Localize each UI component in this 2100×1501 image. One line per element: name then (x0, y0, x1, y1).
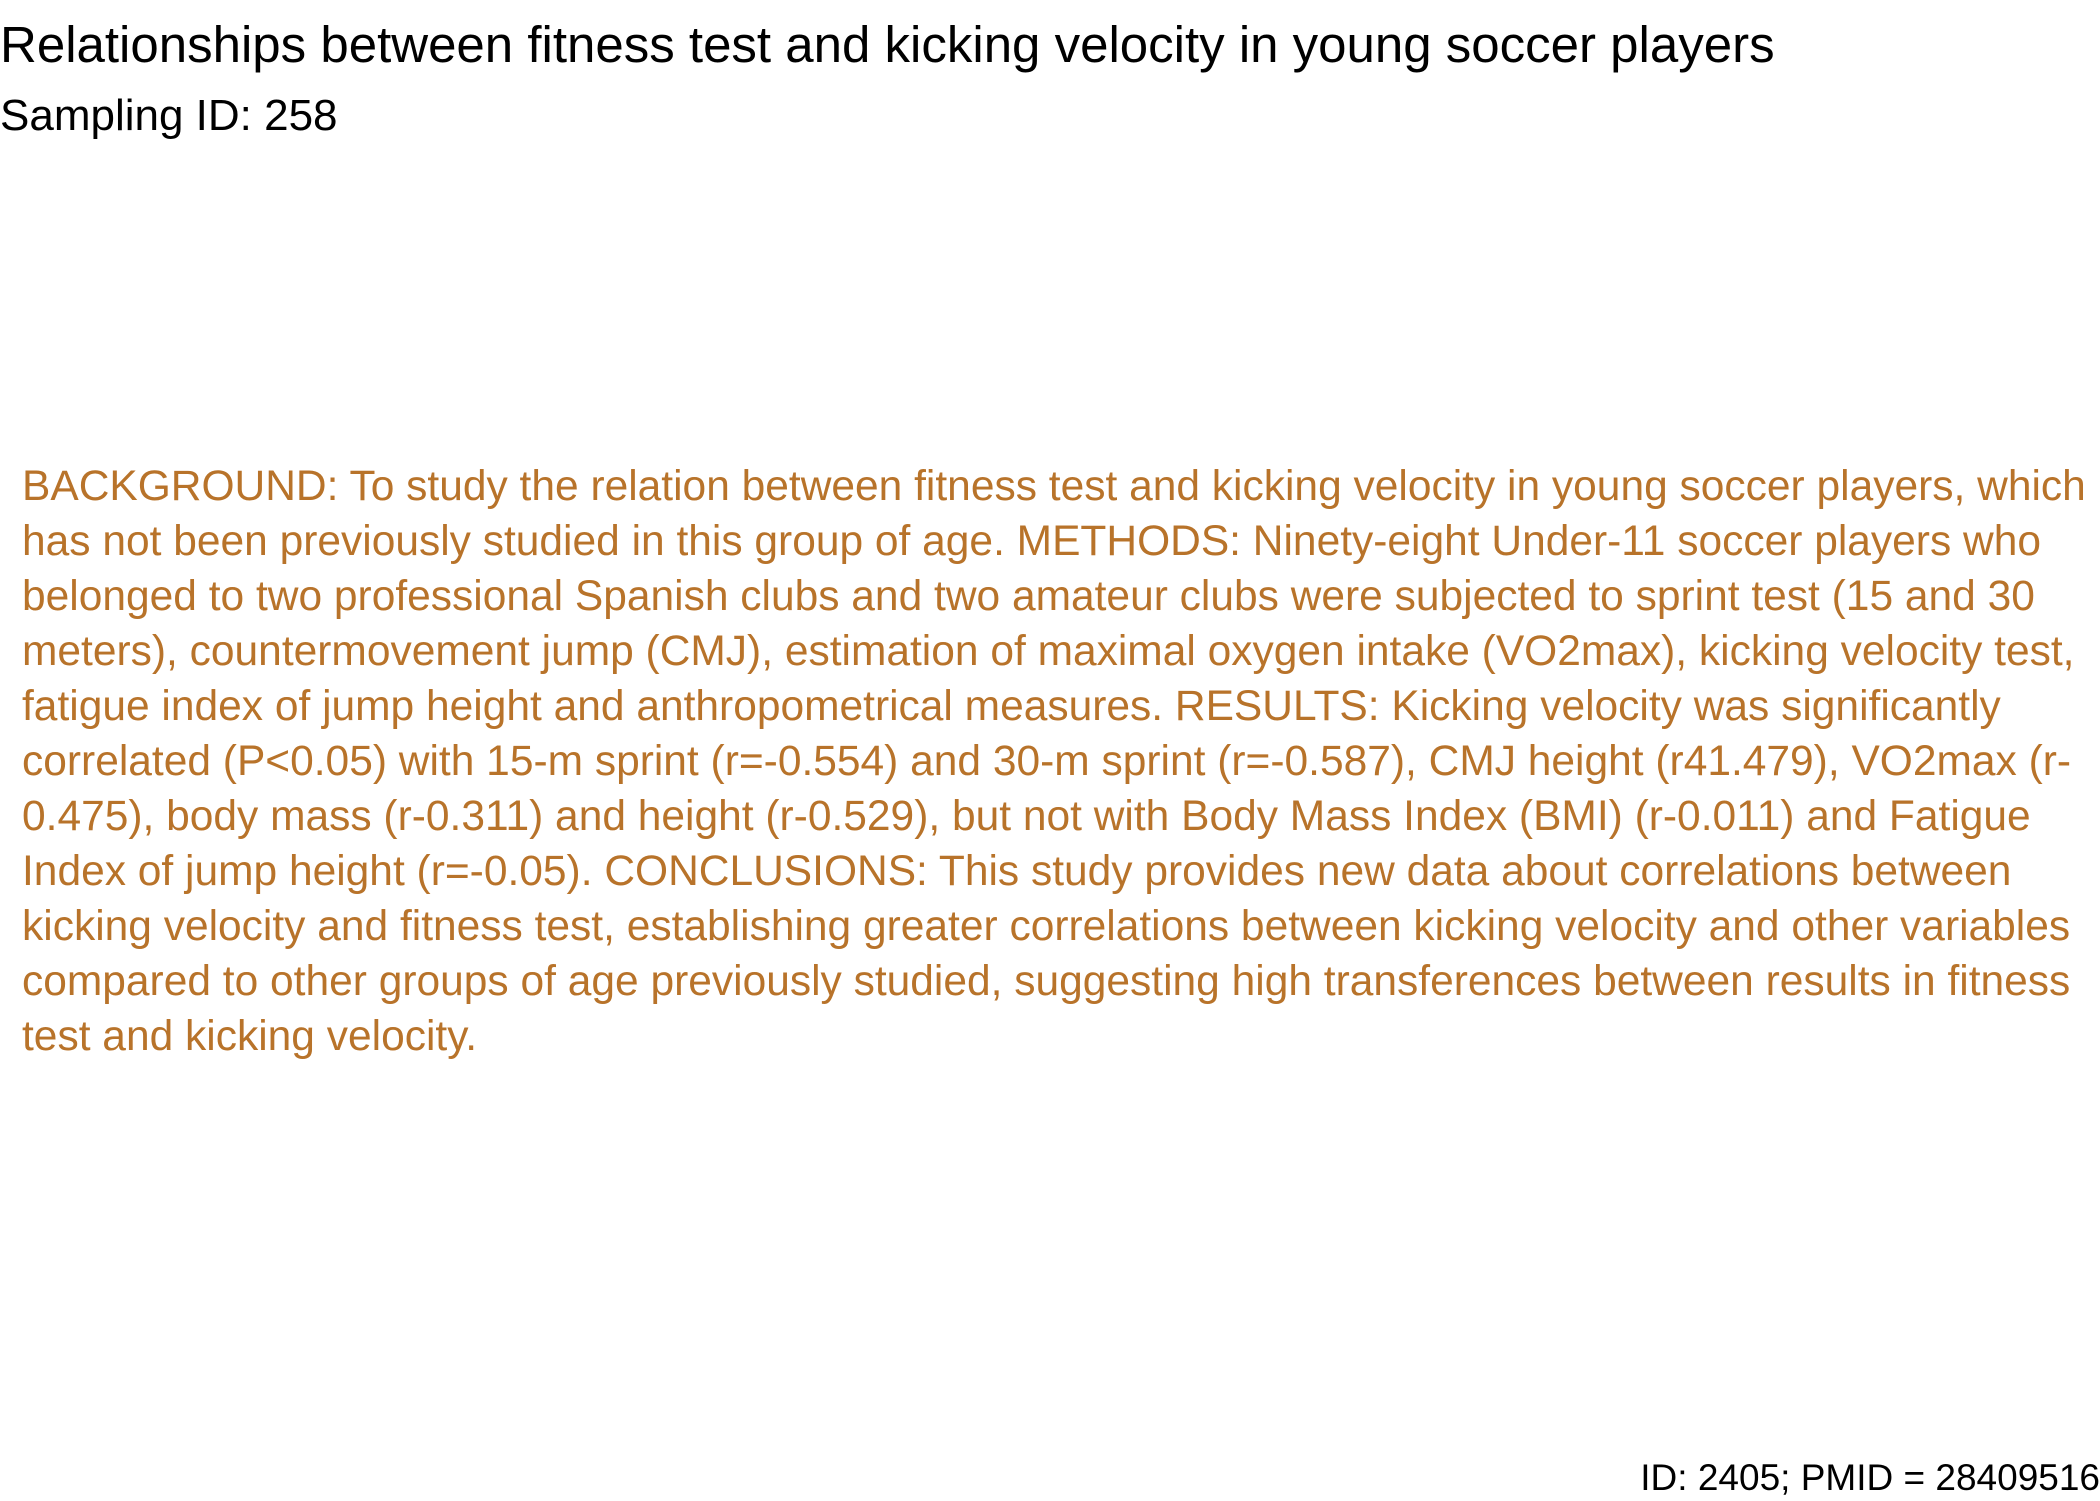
footer-id: ID: 2405; PMID = 28409516 (1640, 1457, 2100, 1498)
abstract-text: BACKGROUND: To study the relation betwee… (22, 463, 2086, 1060)
sampling-id: Sampling ID: 258 (0, 91, 338, 140)
document-title: Relationships between fitness test and k… (0, 16, 1775, 73)
